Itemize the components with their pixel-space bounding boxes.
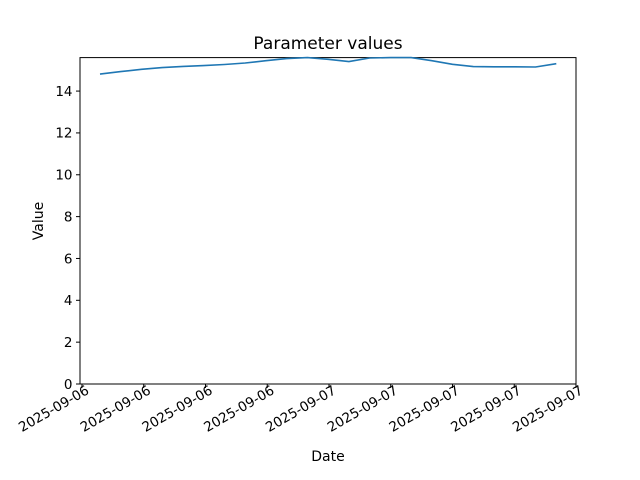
plot-area bbox=[79, 57, 577, 385]
y-tick-label: 4 bbox=[64, 293, 73, 309]
x-axis-ticks: 2025-09-062025-09-062025-09-062025-09-06… bbox=[16, 383, 586, 436]
y-tick-label: 6 bbox=[64, 251, 73, 267]
x-axis-label: Date bbox=[311, 449, 344, 465]
y-axis-label: Value bbox=[31, 202, 47, 240]
y-tick-label: 0 bbox=[64, 377, 73, 393]
y-axis-ticks: 0 2 4 6 8 10 12 14 bbox=[55, 84, 80, 393]
data-line bbox=[99, 56, 557, 75]
chart-title: Parameter values bbox=[253, 34, 402, 54]
y-tick-label: 10 bbox=[55, 168, 72, 184]
y-tick-label: 8 bbox=[64, 209, 73, 225]
y-tick-label: 14 bbox=[55, 84, 72, 100]
y-tick-label: 2 bbox=[64, 335, 73, 351]
x-tick-label: 2025-09-07 bbox=[510, 383, 586, 436]
y-tick-label: 12 bbox=[55, 126, 72, 142]
